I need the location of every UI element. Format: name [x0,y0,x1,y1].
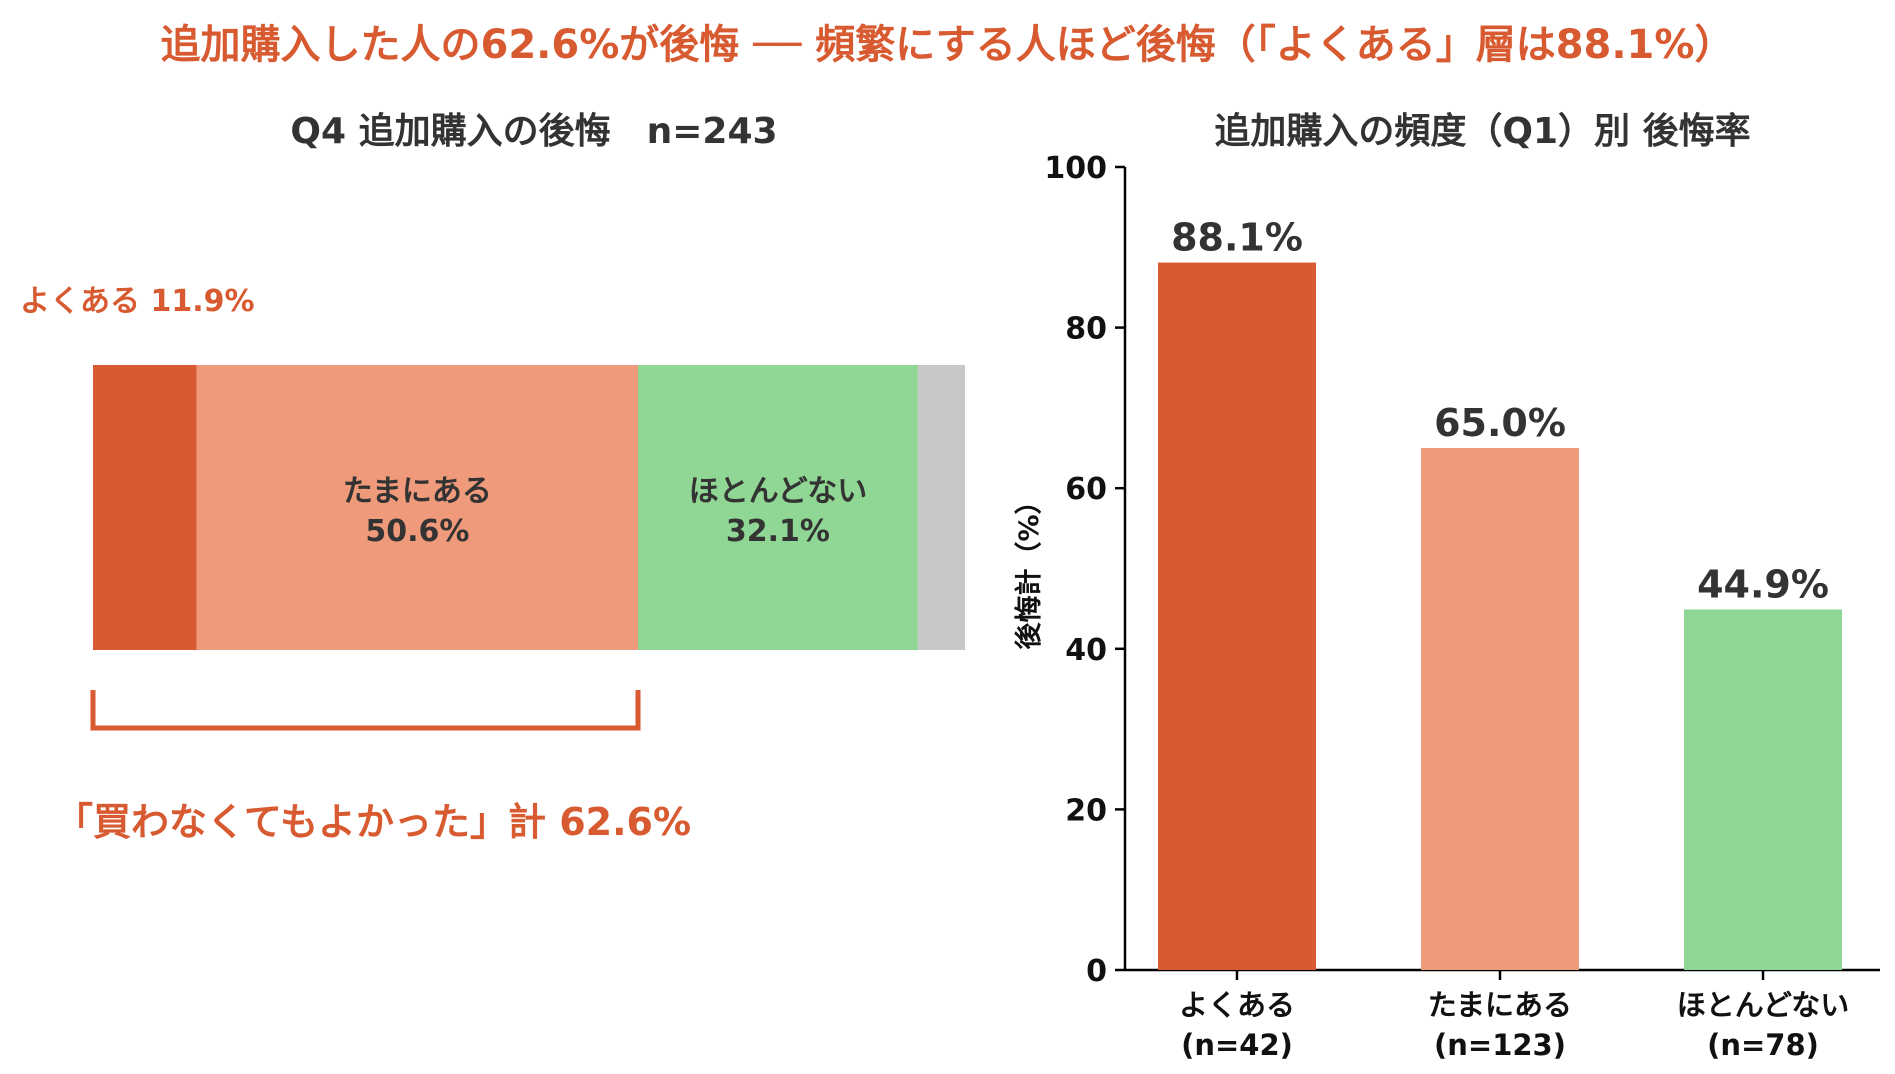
bar-value-label: 88.1% [1171,216,1303,260]
segment-rarely-label: ほとんどない [689,474,868,509]
right-chart-title: 追加購入の頻度（Q1）別 後悔率 [1214,111,1751,152]
regret-total-label: 「買わなくてもよかった」計 62.6% [55,800,692,844]
bar-sometimes [1421,448,1579,970]
x-tick-sample-size: (n=78) [1707,1028,1819,1062]
y-tick-label: 40 [1065,633,1107,668]
segment-sometimes-value: 50.6% [365,514,469,549]
segment-often [93,365,197,650]
y-tick-label: 100 [1044,151,1107,186]
segment-sometimes-label: たまにある [343,474,492,509]
headline: 追加購入した人の62.6%が後悔 ── 頻繁にする人ほど後悔（「よくある」層は8… [160,22,1735,68]
segment-rarely [638,365,918,650]
left-chart-title: Q4 追加購入の後悔 n=243 [290,111,778,152]
regret-bracket [90,690,641,731]
x-tick-label: ほとんどない [1677,988,1850,1022]
often-segment-callout: よくある 11.9% [20,284,255,319]
segment-other [917,365,965,650]
y-tick-label: 80 [1065,312,1107,347]
stacked-bar-chart: たまにある 50.6% ほとんどない 32.1% [90,365,965,731]
x-tick-label: たまにある [1428,988,1572,1022]
y-tick-label: 20 [1065,793,1107,828]
bar-chart: 0 20 40 60 80 100 後悔計（%） よくある (n=42) たまにある (n=123)… [1013,151,1880,1062]
segment-sometimes [196,365,638,650]
bar-rarely [1684,609,1842,970]
bar-value-label: 44.9% [1697,562,1829,606]
x-tick-sample-size: (n=123) [1434,1028,1566,1062]
y-tick-label: 60 [1065,472,1107,507]
bar-value-label: 65.0% [1434,401,1566,445]
x-tick-sample-size: (n=42) [1181,1028,1293,1062]
x-tick-label: よくある [1179,988,1295,1022]
segment-rarely-value: 32.1% [726,514,830,549]
y-tick-label: 0 [1086,954,1107,989]
y-axis-label: 後悔計（%） [1013,487,1045,649]
bar-often [1158,262,1316,970]
